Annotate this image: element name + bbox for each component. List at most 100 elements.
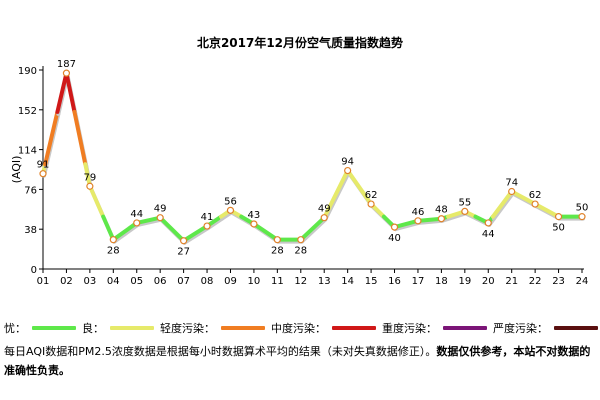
legend-label: 重度污染： [382,322,437,335]
data-label: 94 [341,157,354,168]
y-tick-label: 152 [18,106,37,117]
legend-swatch [110,326,154,330]
data-point [297,236,305,244]
data-label: 27 [177,247,190,258]
x-tick-label: 02 [60,276,73,287]
legend-swatch [554,326,598,330]
data-label: 50 [552,223,565,234]
data-label: 55 [458,197,471,208]
legend-swatch [32,326,76,330]
y-axis-label: (AQI) [10,156,23,184]
x-tick-label: 01 [37,276,50,287]
data-label: 62 [365,190,378,201]
x-tick-label: 13 [318,276,331,287]
series-line-shadow [182,226,211,245]
legend-item: 严度污染： [437,320,548,336]
data-label: 28 [294,246,307,257]
data-label: 62 [529,190,542,201]
x-tick-label: 15 [365,276,378,287]
series-line-segment [533,202,561,219]
series-line-segment [64,71,77,114]
data-label: 28 [107,246,120,257]
data-point [203,222,211,230]
series-line-segment [134,215,163,225]
y-tick-label: 38 [24,225,37,236]
data-label: 50 [576,203,589,214]
data-label: 44 [482,229,495,240]
x-tick-label: 06 [154,276,167,287]
footnote-disclaimer: 数据仅供参考，本站不对数据的准确性负责。 [4,345,591,377]
x-tick-label: 20 [482,276,495,287]
x-tick-label: 09 [224,276,237,287]
data-label: 74 [505,177,518,188]
y-tick-label: 114 [18,146,37,157]
data-label: 41 [201,212,214,223]
series-line-segment [490,189,514,219]
data-point [484,219,492,227]
x-tick-label: 22 [529,276,542,287]
series-line-segment [55,71,69,114]
data-point [62,69,71,77]
data-label: 46 [412,207,425,218]
legend-item: 轻度污染： [104,320,215,336]
footnote-text: 每日AQI数据和PM2.5浓度数据是根据每小时数据算术平均的结果（未对失真数据修… [4,345,437,358]
x-tick-label: 12 [294,276,307,287]
series-line-segment [43,109,60,167]
x-tick-label: 21 [505,276,518,287]
legend: 忧： 良： 轻度污染： 中度污染： 重度污染： 严度污染： [4,320,600,336]
legend-label: 轻度污染： [160,322,215,335]
series-line-segment [101,214,116,242]
data-point [367,200,375,208]
y-tick-label: 76 [24,185,37,196]
x-tick-label: 18 [435,276,448,287]
series-line-segment [298,215,327,242]
legend-label: 中度污染： [271,322,326,335]
data-label: 91 [37,160,50,171]
data-point [133,219,141,227]
aqi-line-chart: (AQI) 0 38 76 114 152 190 01 02 03 04 05 06 07 08 09 1… [10,59,589,287]
series-line-shadow [393,220,421,232]
data-label: 56 [224,196,237,207]
y-tick-label: 0 [31,265,37,276]
data-point [414,217,422,225]
x-tick-label: 10 [248,276,261,287]
data-point [578,213,586,221]
x-tick-label: 14 [341,276,354,287]
legend-swatch [443,326,487,330]
data-point [86,182,94,190]
series-line-segment [509,189,538,207]
data-point [250,220,258,228]
series-line-shadow [135,217,164,227]
legend-item: 良： [26,320,104,336]
data-label: 187 [57,59,76,70]
data-point [273,236,281,244]
x-tick-label: 03 [84,276,97,287]
data-point [531,200,539,208]
series-line-segment [111,220,139,242]
data-point [226,206,235,214]
x-tick-label: 23 [552,276,565,287]
series-line-shadow [299,217,328,244]
legend-item: 中度污染： [215,320,326,336]
x-tick-label: 19 [458,276,471,287]
legend-swatch [332,326,376,330]
legend-label: 严度污染： [493,322,548,335]
legend-swatch [221,326,265,330]
x-tick-label: 05 [130,276,143,287]
series-line-segment [415,216,444,223]
data-point [39,170,47,178]
data-label: 49 [154,204,167,215]
series-line-segment [87,184,106,219]
legend-label: 良： [82,322,104,335]
legend-item [548,326,600,330]
data-label: 40 [388,233,401,244]
data-point [320,214,328,222]
x-tick-label: 16 [388,276,401,287]
series-line-segment [83,162,92,189]
data-point [554,213,563,221]
y-tick-label: 190 [18,66,37,77]
data-point [390,223,399,231]
series-line-segment [251,221,280,242]
series-line-segment [392,218,420,230]
